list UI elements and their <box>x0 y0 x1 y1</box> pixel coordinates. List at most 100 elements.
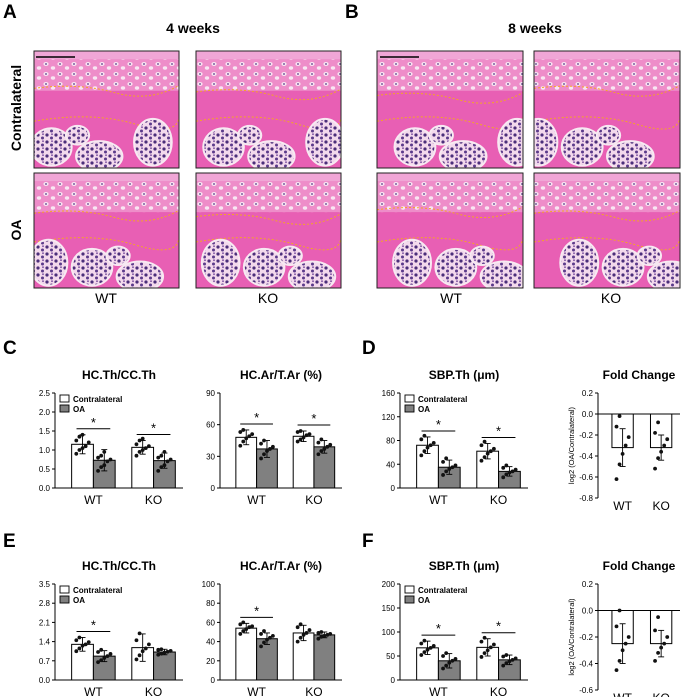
data-point <box>482 455 487 460</box>
data-point <box>298 635 303 640</box>
y-tick-label: 2.1 <box>39 618 51 627</box>
data-point <box>614 624 619 629</box>
data-point <box>108 652 113 656</box>
legend-label-oa: OA <box>418 405 430 414</box>
data-point <box>485 451 490 456</box>
data-point <box>244 627 249 632</box>
data-point <box>80 432 85 437</box>
data-point <box>140 436 145 441</box>
y-tick-label: -0.6 <box>579 686 593 695</box>
data-point <box>262 438 266 443</box>
significance-star: * <box>91 415 96 430</box>
marrow-space <box>287 260 337 288</box>
data-point <box>99 453 104 458</box>
data-point <box>319 437 324 442</box>
data-point <box>431 440 436 445</box>
y-tick-label: -0.4 <box>579 452 593 461</box>
data-point <box>444 663 449 668</box>
bar-oa-ko <box>313 634 336 681</box>
data-point <box>328 442 333 447</box>
data-point <box>656 615 660 620</box>
panel-b-col-wt: WT <box>440 290 462 306</box>
marrow-space <box>34 238 69 287</box>
legend-swatch-oa <box>404 404 415 413</box>
surface-layer <box>34 51 179 60</box>
data-point <box>419 653 424 657</box>
data-point <box>96 660 100 665</box>
data-point <box>444 456 449 461</box>
surface-layer <box>377 51 523 60</box>
data-point <box>482 439 487 444</box>
y-tick-label: 0.0 <box>582 607 594 616</box>
data-point <box>96 650 100 654</box>
y-tick-label: 0.2 <box>582 580 594 589</box>
data-point <box>241 428 246 432</box>
chart-d1: SBP.Th (μm) 0 40 80 120 160 WT KO * * Contralatera… <box>382 368 528 507</box>
tile-content <box>377 173 523 288</box>
marrow-space <box>497 117 523 167</box>
data-point <box>259 644 263 649</box>
panel-b-col-ko: KO <box>601 290 621 306</box>
data-point <box>322 447 327 451</box>
data-point <box>617 658 622 663</box>
data-point <box>479 443 484 448</box>
data-point <box>140 649 145 654</box>
x-tick-label: WT <box>613 691 632 697</box>
data-point <box>659 645 664 650</box>
tile-content <box>534 173 680 288</box>
histology-tile-1 <box>33 50 180 169</box>
chart-f2: Fold Change -0.6 -0.4 -0.2 0.0 0.2 log2 (OA/Co… <box>567 559 680 697</box>
data-point <box>307 432 312 437</box>
panel-a-col-ko: KO <box>258 290 278 306</box>
data-point <box>662 641 667 646</box>
data-point <box>137 438 142 443</box>
data-point <box>265 449 269 453</box>
data-point <box>488 449 493 454</box>
legend-label-oa: OA <box>73 405 85 414</box>
data-point <box>479 639 484 644</box>
marrow-space <box>560 127 604 167</box>
data-point <box>491 446 496 451</box>
surface-layer <box>196 51 341 60</box>
y-tick-label: 90 <box>206 389 215 398</box>
data-point <box>96 455 100 460</box>
data-point <box>270 444 275 449</box>
y-tick-label: 40 <box>386 460 395 469</box>
data-point <box>316 631 321 635</box>
y-tick-label: 50 <box>386 652 395 661</box>
data-point <box>250 624 255 629</box>
data-point <box>419 453 424 458</box>
tile-border <box>195 172 342 289</box>
data-point <box>319 630 324 634</box>
y-tick-label: 1.5 <box>39 427 51 436</box>
data-point <box>159 465 164 469</box>
row-label-contralateral: Contralateral <box>8 65 24 151</box>
data-point <box>507 659 512 664</box>
y-tick-label: 0.5 <box>39 465 51 474</box>
data-point <box>295 430 300 434</box>
data-point <box>238 443 243 448</box>
y-tick-label: 60 <box>206 618 215 627</box>
marrow-space <box>70 247 114 287</box>
data-point <box>316 440 321 445</box>
data-point <box>422 650 427 655</box>
data-point <box>447 467 452 471</box>
data-point <box>105 459 110 464</box>
y-tick-label: 1.4 <box>39 638 51 647</box>
y-tick-label: 0 <box>391 484 396 493</box>
data-point <box>504 472 509 477</box>
data-point <box>482 651 487 656</box>
data-point <box>662 443 667 448</box>
x-tick-label: WT <box>429 685 448 697</box>
data-point <box>162 450 167 454</box>
data-point <box>614 477 619 481</box>
significance-star: * <box>311 411 316 426</box>
data-point <box>507 470 512 475</box>
data-point <box>137 450 142 454</box>
marrow-space <box>115 260 165 288</box>
data-point <box>259 632 263 636</box>
marrow-space <box>636 245 663 267</box>
data-point <box>146 642 151 647</box>
data-point <box>165 649 170 654</box>
